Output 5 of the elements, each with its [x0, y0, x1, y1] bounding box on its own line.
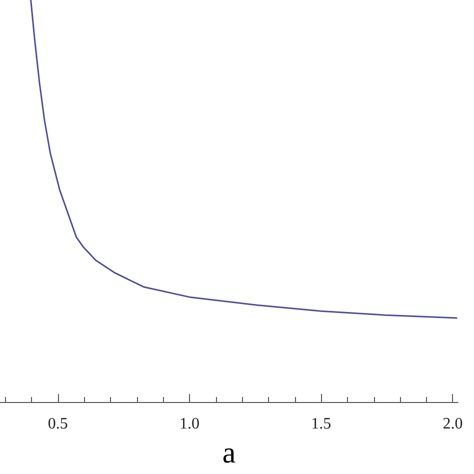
x-tick-label: 1.0 [180, 416, 200, 432]
x-tick-label: 2.0 [442, 416, 463, 432]
x-axis-title: a [222, 436, 236, 470]
x-tick-label: 1.5 [311, 416, 332, 432]
x-tick-label: 0.5 [48, 416, 68, 432]
